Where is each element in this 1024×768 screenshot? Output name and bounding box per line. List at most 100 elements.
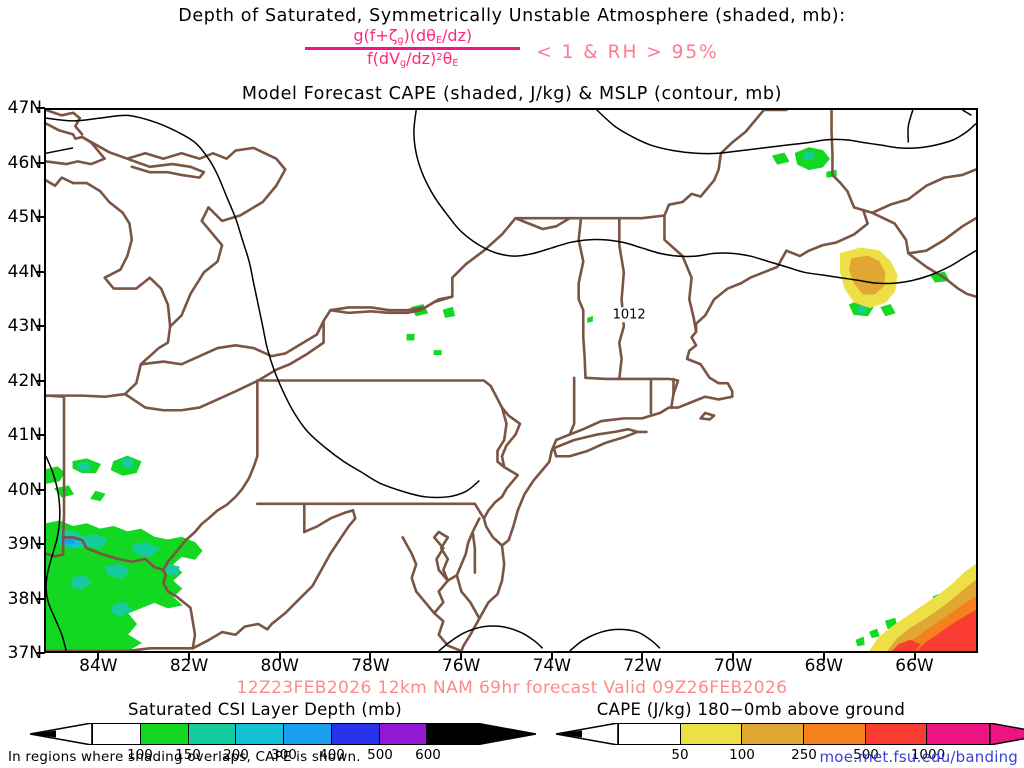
colorbar-tick-400: 400 (319, 747, 345, 763)
csi-shading-region (70, 574, 93, 590)
csi-shading-region (103, 563, 131, 579)
coastline (554, 330, 734, 442)
colorbar-segment-0 (619, 724, 681, 744)
colorbar-tick-300: 300 (271, 747, 297, 763)
csi-shading-region (110, 601, 133, 617)
coastline (870, 211, 976, 255)
coastline (694, 208, 869, 334)
cape-shading-region (916, 609, 976, 651)
lat-tick-mark (36, 488, 45, 491)
lat-tick-37N: 37N (7, 643, 42, 663)
lon-tick-74W: 74W (532, 656, 572, 676)
cape-colorbar-title: CAPE (J/kg) 180−0mb above ground (596, 700, 906, 719)
lon-tick-72W: 72W (623, 656, 662, 676)
overlap-note: In regions where shading overlaps, CAPE … (8, 749, 361, 765)
lat-tick-41N: 41N (7, 425, 42, 445)
csi-colorbar[interactable]: 100 150 200 300 400 500 600 (30, 723, 536, 763)
colorbar-segment-2 (742, 724, 805, 744)
coastline-layer (46, 110, 976, 651)
coastline (699, 411, 716, 421)
lat-tick-mark (36, 216, 45, 218)
csi-shading-region (406, 333, 415, 341)
coastline (482, 406, 558, 547)
mslp-contour (596, 110, 976, 155)
coastline (46, 536, 65, 558)
cape-colorbar[interactable]: 50 100 250 500 1000 (556, 723, 1024, 763)
colorbar-segment-4 (284, 724, 332, 744)
formula-denominator: f(dVg/dz)2θE (367, 49, 459, 70)
formula-numerator: g(f+ζg)(dθE/dz) (353, 26, 473, 46)
lon-tick-70W: 70W (713, 656, 753, 676)
lon-tick-mark (369, 652, 372, 660)
coastline (907, 252, 976, 298)
coastline (577, 216, 587, 380)
lat-tick-47N: 47N (7, 98, 42, 118)
lat-tick-mark (36, 434, 45, 436)
page-title: Depth of Saturated, Symmetrically Unstab… (178, 6, 846, 26)
colorbar-segments (92, 723, 476, 745)
coastline (46, 176, 172, 399)
cape-shading-layer (840, 247, 976, 651)
lon-tick-84W: 84W (79, 656, 118, 676)
colorbar-segment-6 (379, 724, 428, 744)
csi-shading-region (122, 458, 135, 468)
lon-tick-mark (97, 652, 100, 660)
lon-tick-mark (460, 652, 463, 660)
csi-shading-region (46, 520, 203, 651)
colorbar-left-arrow-outline (30, 723, 92, 745)
csi-shading-region (46, 466, 65, 484)
mslp-contour (46, 455, 68, 651)
lon-tick-82W: 82W (169, 656, 209, 676)
colorbar-tick-500: 500 (367, 747, 393, 763)
coastline (514, 216, 571, 231)
lon-tick-mark (550, 652, 553, 660)
forecast-stamp: 12Z23FEB2026 12km NAM 69hr forecast Vali… (236, 678, 788, 698)
coastline (584, 376, 680, 409)
coastline (401, 536, 463, 651)
coastline (329, 295, 454, 315)
formula-divider (305, 47, 521, 51)
coastline (460, 544, 506, 651)
coastline (46, 110, 84, 136)
coastline (302, 509, 355, 534)
lat-tick-43N: 43N (7, 316, 42, 336)
csi-shading-region (803, 151, 815, 160)
colorbar-segment-3 (236, 724, 284, 744)
mslp-contour (361, 471, 480, 499)
lat-tick-mark (36, 379, 45, 382)
mslp-contour (46, 147, 74, 155)
weather-map[interactable]: 1012 (44, 108, 978, 653)
colorbar-tick-50: 50 (671, 747, 689, 763)
lon-tick-mark (641, 652, 644, 660)
coastline (139, 110, 766, 366)
colorbar-segment-5 (331, 724, 380, 744)
coastline (432, 530, 459, 582)
coastline (46, 394, 66, 539)
csi-shading-region (76, 460, 93, 472)
mslp-contour (438, 625, 544, 651)
colorbar-tick-1000: 1000 (910, 747, 946, 763)
cape-shading-region (849, 255, 886, 295)
csi-shading-region (442, 306, 456, 318)
coastline (191, 509, 357, 650)
mslp-contour (551, 238, 976, 285)
mslp-contour-layer (46, 110, 976, 651)
coastline (432, 579, 450, 615)
lat-tick-mark (36, 325, 45, 327)
csi-shading-region (869, 628, 880, 639)
colorbar-segment-0 (93, 724, 141, 744)
mslp-contour (569, 628, 661, 651)
csi-shading-region (130, 542, 160, 557)
colorbar-tick-100: 100 (729, 747, 755, 763)
source-url[interactable]: moe.met.fsu.edu/banding (819, 748, 1018, 766)
csi-shading-region (855, 636, 865, 647)
colorbar-segment-2 (188, 724, 237, 744)
lon-tick-mark (822, 652, 825, 660)
colorbar-segment-4 (865, 724, 928, 744)
mslp-contour (413, 110, 552, 257)
coastline (125, 157, 206, 179)
map-canvas: 1012 (46, 110, 976, 651)
coastline (168, 219, 224, 328)
page-subtitle: Model Forecast CAPE (shaded, J/kg) & MSL… (241, 84, 783, 104)
lon-tick-mark (913, 652, 916, 660)
